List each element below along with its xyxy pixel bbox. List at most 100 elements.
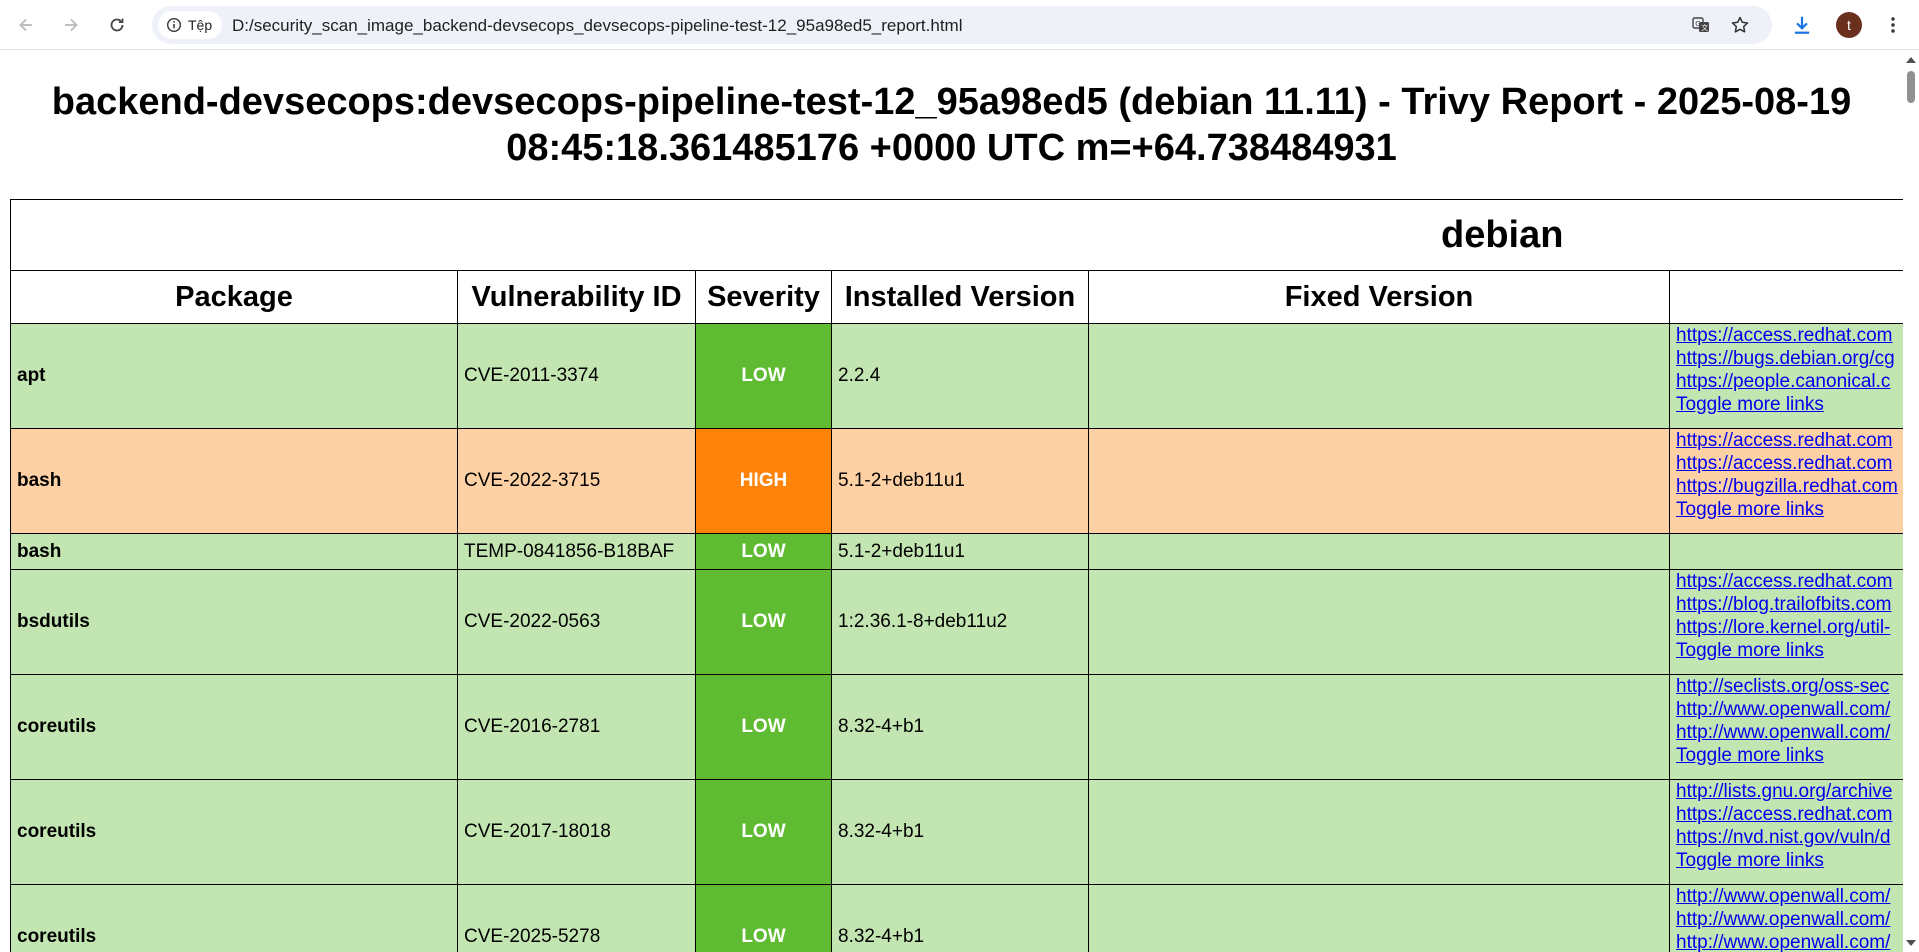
reference-link[interactable]: https://access.redhat.com bbox=[1676, 453, 1893, 474]
links-cell: http://seclists.org/oss-sec http://www.op… bbox=[1668, 674, 1903, 780]
table-row: bash TEMP-0841856-B18BAF LOW 5.1-2+deb11u1 bbox=[10, 533, 1903, 570]
svg-text:文: 文 bbox=[1701, 23, 1708, 32]
reference-link[interactable]: https://lore.kernel.org/util- bbox=[1676, 617, 1891, 638]
severity-badge: HIGH bbox=[695, 428, 832, 534]
column-header-installed-version: Installed Version bbox=[831, 270, 1089, 324]
installed-version-cell: 2.2.4 bbox=[831, 323, 1089, 429]
download-icon bbox=[1794, 16, 1810, 34]
package-cell: bsdutils bbox=[10, 569, 458, 675]
reload-icon bbox=[110, 18, 124, 32]
links-cell: https://access.redhat.com https://bugs.de… bbox=[1668, 323, 1903, 429]
reference-link[interactable]: https://blog.trailofbits.com bbox=[1676, 594, 1892, 615]
url-text[interactable]: D:/security_scan_image_backend-devsecops… bbox=[232, 16, 963, 35]
info-icon bbox=[166, 17, 182, 33]
column-header-severity: Severity bbox=[695, 270, 832, 324]
reference-link[interactable]: https://bugs.debian.org/cg bbox=[1676, 348, 1895, 369]
vulnerability-table: debian Package Vulnerability ID Severity… bbox=[9, 199, 1903, 952]
vulnerability-id-cell: CVE-2011-3374 bbox=[457, 323, 696, 429]
column-header-package: Package bbox=[10, 270, 458, 324]
reference-link[interactable]: https://people.canonical.c bbox=[1676, 371, 1891, 392]
reference-link[interactable]: https://bugzilla.redhat.com bbox=[1676, 476, 1898, 497]
links-cell: http://lists.gnu.org/archive https://acce… bbox=[1668, 779, 1903, 885]
fixed-version-cell bbox=[1088, 884, 1670, 952]
reference-link[interactable]: http://www.openwall.com/ bbox=[1676, 886, 1891, 907]
reference-link[interactable]: http://www.openwall.com/ bbox=[1676, 932, 1891, 952]
browser-menu-button[interactable] bbox=[1880, 12, 1906, 38]
table-row: apt CVE-2011-3374 LOW 2.2.4 https://access.r… bbox=[10, 323, 1903, 429]
svg-text:G: G bbox=[1695, 20, 1700, 28]
reference-link[interactable]: https://access.redhat.com bbox=[1676, 571, 1893, 592]
reference-link[interactable]: http://www.openwall.com/ bbox=[1676, 699, 1891, 720]
toggle-more-links[interactable]: Toggle more links bbox=[1676, 394, 1824, 415]
installed-version-cell: 1:2.36.1-8+deb11u2 bbox=[831, 569, 1089, 675]
package-cell: coreutils bbox=[10, 674, 458, 780]
profile-avatar[interactable]: t bbox=[1836, 12, 1862, 38]
severity-badge: LOW bbox=[695, 779, 832, 885]
back-button[interactable] bbox=[10, 9, 42, 41]
forward-arrow-icon bbox=[65, 18, 78, 32]
forward-button[interactable] bbox=[55, 9, 87, 41]
reference-link[interactable]: http://www.openwall.com/ bbox=[1676, 722, 1891, 743]
reference-link[interactable]: http://seclists.org/oss-sec bbox=[1676, 676, 1890, 697]
table-row: bsdutils CVE-2022-0563 LOW 1:2.36.1-8+deb11… bbox=[10, 569, 1903, 675]
vulnerability-id-cell: TEMP-0841856-B18BAF bbox=[457, 533, 696, 570]
package-cell: apt bbox=[10, 323, 458, 429]
site-info-chip[interactable]: Tệp bbox=[158, 11, 223, 39]
package-cell: coreutils bbox=[10, 779, 458, 885]
package-cell: coreutils bbox=[10, 884, 458, 952]
vulnerability-rows: apt CVE-2011-3374 LOW 2.2.4 https://access.r… bbox=[10, 323, 1903, 952]
page-viewport: backend-devsecops:devsecops-pipeline-tes… bbox=[0, 51, 1903, 952]
star-icon bbox=[1731, 16, 1749, 33]
site-chip-label: Tệp bbox=[188, 17, 213, 33]
reference-link[interactable]: http://www.openwall.com/ bbox=[1676, 909, 1891, 930]
fixed-version-cell bbox=[1088, 779, 1670, 885]
toggle-more-links[interactable]: Toggle more links bbox=[1676, 745, 1824, 766]
installed-version-cell: 8.32-4+b1 bbox=[831, 779, 1089, 885]
bookmark-star-button[interactable] bbox=[1727, 12, 1753, 38]
toggle-more-links[interactable]: Toggle more links bbox=[1676, 640, 1824, 661]
table-row: bash CVE-2022-3715 HIGH 5.1-2+deb11u1 https:… bbox=[10, 428, 1903, 534]
reference-link[interactable]: https://nvd.nist.gov/vuln/d bbox=[1676, 827, 1891, 848]
back-arrow-icon bbox=[19, 18, 32, 32]
vulnerability-id-cell: CVE-2022-0563 bbox=[457, 569, 696, 675]
reference-link[interactable]: https://access.redhat.com bbox=[1676, 430, 1893, 451]
downloads-button[interactable] bbox=[1789, 12, 1815, 38]
vulnerability-id-cell: CVE-2025-5278 bbox=[457, 884, 696, 952]
reference-link[interactable]: https://access.redhat.com bbox=[1676, 804, 1893, 825]
fixed-version-cell bbox=[1088, 569, 1670, 675]
links-cell: http://www.openwall.com/http://www.openw… bbox=[1668, 884, 1903, 952]
reload-button[interactable] bbox=[101, 9, 133, 41]
column-header-vulnerability-id: Vulnerability ID bbox=[457, 270, 696, 324]
scroll-thumb[interactable] bbox=[1907, 71, 1915, 103]
installed-version-cell: 5.1-2+deb11u1 bbox=[831, 428, 1089, 534]
kebab-menu-icon bbox=[1891, 17, 1895, 33]
severity-badge: LOW bbox=[695, 884, 832, 952]
severity-badge: LOW bbox=[695, 323, 832, 429]
fixed-version-cell bbox=[1088, 428, 1670, 534]
toggle-more-links[interactable]: Toggle more links bbox=[1676, 850, 1824, 871]
table-row: coreutils CVE-2025-5278 LOW 8.32-4+b1 http:/… bbox=[10, 884, 1903, 952]
links-cell: https://access.redhat.com https://blog.tr… bbox=[1668, 569, 1903, 675]
installed-version-cell: 8.32-4+b1 bbox=[831, 884, 1089, 952]
scroll-up-arrow-icon[interactable] bbox=[1906, 57, 1916, 63]
vulnerability-id-cell: CVE-2016-2781 bbox=[457, 674, 696, 780]
reference-link[interactable]: https://access.redhat.com bbox=[1676, 325, 1893, 346]
toggle-more-links[interactable]: Toggle more links bbox=[1676, 499, 1824, 520]
target-group-header: debian bbox=[9, 199, 1903, 271]
severity-badge: LOW bbox=[695, 674, 832, 780]
address-bar[interactable]: Tệp D:/security_scan_image_backend-devse… bbox=[152, 6, 1772, 44]
page-scrollbar[interactable] bbox=[1903, 51, 1919, 952]
installed-version-cell: 5.1-2+deb11u1 bbox=[831, 533, 1089, 570]
vulnerability-id-cell: CVE-2022-3715 bbox=[457, 428, 696, 534]
scroll-down-arrow-icon[interactable] bbox=[1906, 940, 1916, 946]
links-cell bbox=[1668, 533, 1903, 570]
links-cell: https://access.redhat.com https://access.… bbox=[1668, 428, 1903, 534]
fixed-version-cell bbox=[1088, 674, 1670, 780]
reference-link[interactable]: http://lists.gnu.org/archive bbox=[1676, 781, 1893, 802]
vulnerability-id-cell: CVE-2017-18018 bbox=[457, 779, 696, 885]
package-cell: bash bbox=[10, 533, 458, 570]
severity-badge: LOW bbox=[695, 533, 832, 570]
fixed-version-cell bbox=[1088, 533, 1670, 570]
